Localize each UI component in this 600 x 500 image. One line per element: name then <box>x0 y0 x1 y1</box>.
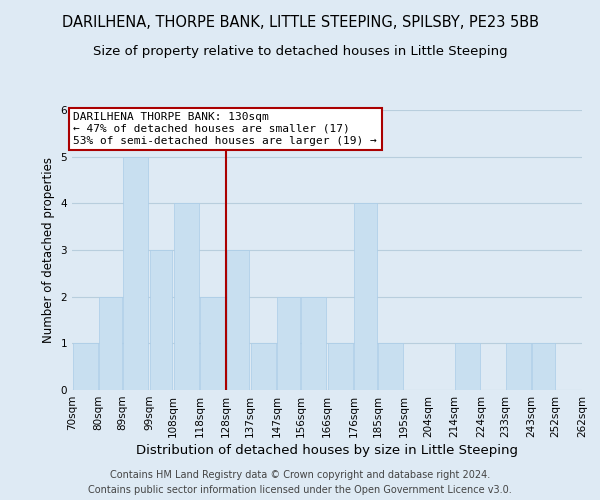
Bar <box>354 204 377 390</box>
Bar <box>227 250 250 390</box>
X-axis label: Distribution of detached houses by size in Little Steeping: Distribution of detached houses by size … <box>136 444 518 457</box>
Bar <box>532 344 555 390</box>
Bar <box>455 344 481 390</box>
Bar <box>149 250 172 390</box>
Bar <box>583 250 600 390</box>
Bar <box>200 296 226 390</box>
Text: DARILHENA, THORPE BANK, LITTLE STEEPING, SPILSBY, PE23 5BB: DARILHENA, THORPE BANK, LITTLE STEEPING,… <box>62 15 539 30</box>
Bar <box>123 156 148 390</box>
Bar <box>173 204 199 390</box>
Bar <box>328 344 353 390</box>
Text: DARILHENA THORPE BANK: 130sqm
← 47% of detached houses are smaller (17)
53% of s: DARILHENA THORPE BANK: 130sqm ← 47% of d… <box>73 112 377 146</box>
Text: Contains HM Land Registry data © Crown copyright and database right 2024.
Contai: Contains HM Land Registry data © Crown c… <box>88 470 512 495</box>
Text: Size of property relative to detached houses in Little Steeping: Size of property relative to detached ho… <box>92 45 508 58</box>
Bar <box>301 296 326 390</box>
Bar <box>506 344 531 390</box>
Y-axis label: Number of detached properties: Number of detached properties <box>42 157 55 343</box>
Bar <box>73 344 98 390</box>
Bar <box>99 296 122 390</box>
Bar <box>277 296 300 390</box>
Bar <box>378 344 403 390</box>
Bar <box>251 344 276 390</box>
